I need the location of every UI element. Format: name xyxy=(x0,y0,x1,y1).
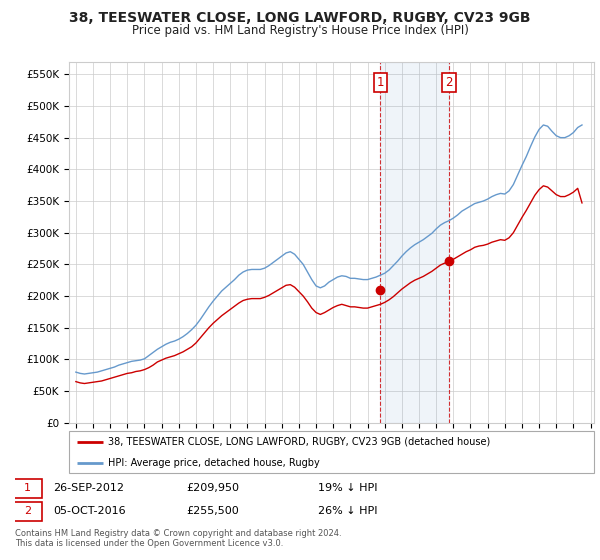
Text: 26-SEP-2012: 26-SEP-2012 xyxy=(53,483,124,493)
Bar xyxy=(380,62,449,423)
Text: 19% ↓ HPI: 19% ↓ HPI xyxy=(317,483,377,493)
Text: £255,500: £255,500 xyxy=(187,506,239,516)
Text: 1: 1 xyxy=(376,76,384,89)
Text: HPI: Average price, detached house, Rugby: HPI: Average price, detached house, Rugb… xyxy=(109,458,320,468)
Text: This data is licensed under the Open Government Licence v3.0.: This data is licensed under the Open Gov… xyxy=(15,539,283,548)
Text: 1: 1 xyxy=(24,483,31,493)
Text: Contains HM Land Registry data © Crown copyright and database right 2024.: Contains HM Land Registry data © Crown c… xyxy=(15,529,341,538)
Text: £209,950: £209,950 xyxy=(187,483,239,493)
Text: 38, TEESWATER CLOSE, LONG LAWFORD, RUGBY, CV23 9GB: 38, TEESWATER CLOSE, LONG LAWFORD, RUGBY… xyxy=(69,11,531,25)
Text: Price paid vs. HM Land Registry's House Price Index (HPI): Price paid vs. HM Land Registry's House … xyxy=(131,24,469,36)
FancyBboxPatch shape xyxy=(12,502,43,521)
Text: 2: 2 xyxy=(445,76,453,89)
Text: 26% ↓ HPI: 26% ↓ HPI xyxy=(317,506,377,516)
Text: 05-OCT-2016: 05-OCT-2016 xyxy=(53,506,125,516)
FancyBboxPatch shape xyxy=(69,431,594,473)
Text: 2: 2 xyxy=(23,506,31,516)
FancyBboxPatch shape xyxy=(12,479,43,498)
Text: 38, TEESWATER CLOSE, LONG LAWFORD, RUGBY, CV23 9GB (detached house): 38, TEESWATER CLOSE, LONG LAWFORD, RUGBY… xyxy=(109,437,491,447)
